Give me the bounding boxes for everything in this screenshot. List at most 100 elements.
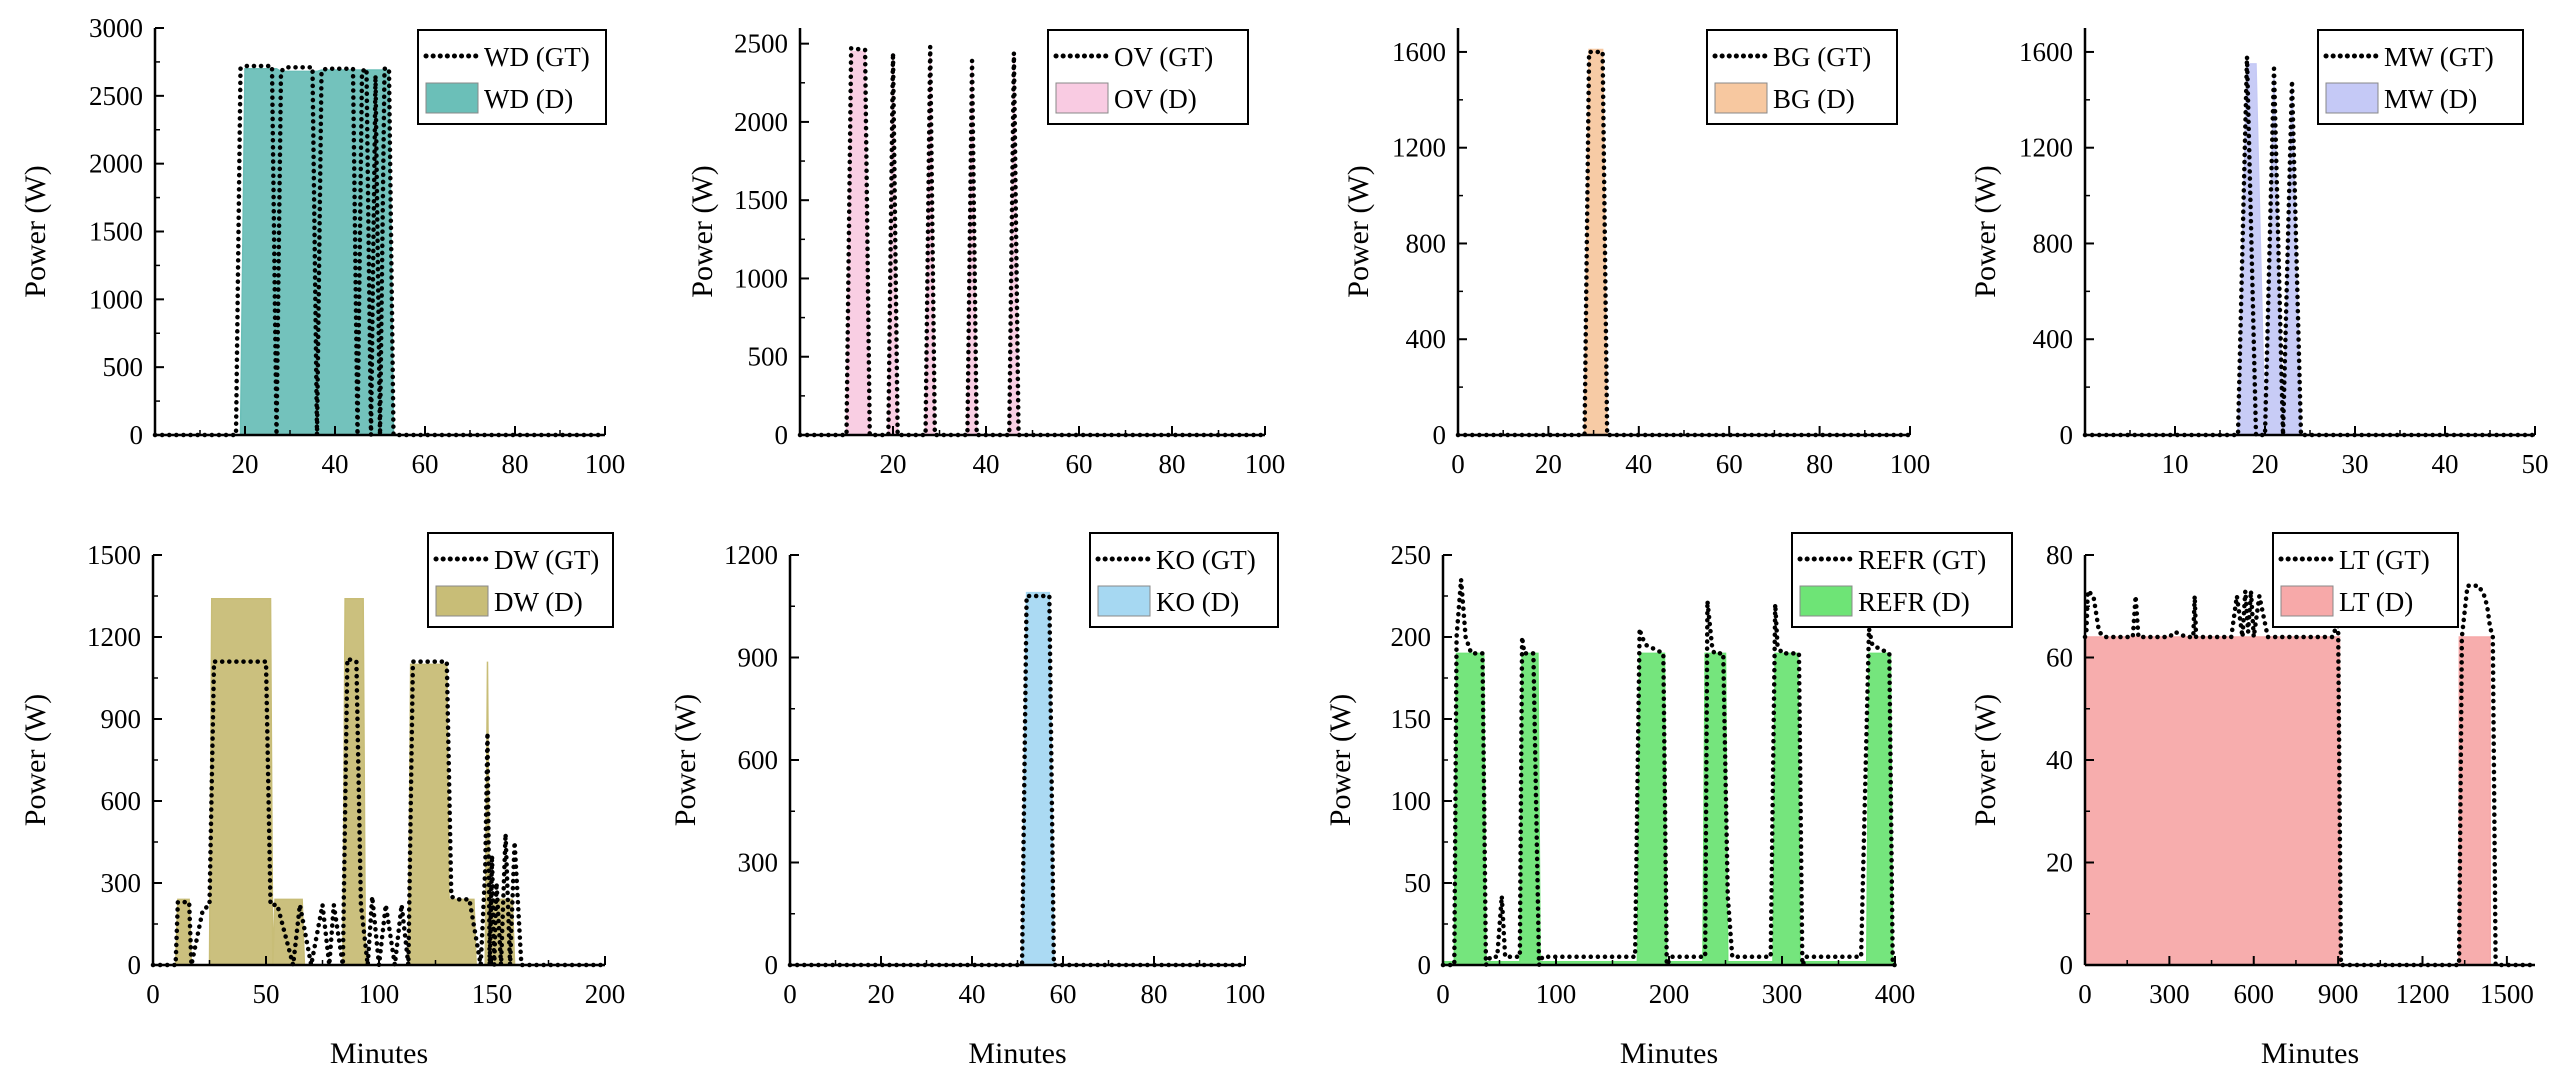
x-axis-title-ko: Minutes bbox=[968, 1037, 1066, 1070]
legend-refr: REFR (GT) REFR (D) bbox=[1791, 532, 2013, 628]
legend-bg: BG (GT) BG (D) bbox=[1706, 29, 1898, 125]
x-tick-label-mw: 20 bbox=[2252, 449, 2279, 479]
legend-label-d-mw: MW (D) bbox=[2384, 84, 2477, 114]
x-tick-label-bg: 80 bbox=[1806, 449, 1833, 479]
y-axis-title-lt: Power (W) bbox=[1969, 694, 2002, 826]
legend-mw: MW (GT) MW (D) bbox=[2317, 29, 2524, 125]
y-tick-label-lt: 0 bbox=[2060, 950, 2074, 980]
x-tick-label-mw: 50 bbox=[2522, 449, 2549, 479]
legend-label-d-ko: KO (D) bbox=[1156, 587, 1239, 617]
y-tick-label-lt: 40 bbox=[2046, 745, 2073, 775]
y-tick-label-lt: 80 bbox=[2046, 540, 2073, 570]
legend-dw: DW (GT) DW (D) bbox=[427, 532, 614, 628]
y-tick-label-bg: 1600 bbox=[1392, 37, 1446, 67]
y-tick-label-dw: 300 bbox=[101, 868, 142, 898]
y-tick-label-wd: 500 bbox=[103, 352, 144, 382]
x-axis-title-dw: Minutes bbox=[330, 1037, 428, 1070]
x-tick-label-wd: 60 bbox=[412, 449, 439, 479]
y-tick-label-wd: 0 bbox=[130, 420, 144, 450]
y-axis-title-refr: Power (W) bbox=[1324, 694, 1357, 826]
y-tick-label-bg: 0 bbox=[1433, 420, 1447, 450]
x-tick-label-lt: 900 bbox=[2318, 979, 2359, 1009]
legend-label-d-refr: REFR (D) bbox=[1858, 587, 1970, 617]
x-tick-label-lt: 1200 bbox=[2396, 979, 2450, 1009]
x-axis-title-lt: Minutes bbox=[2261, 1037, 2359, 1070]
series-line-mw-gt bbox=[2082, 54, 2538, 438]
chart-panel-dw: 0 300 600 900 1200 1500 0 50 100 150 200 Power (W) M… bbox=[19, 532, 625, 1070]
x-tick-label-bg: 60 bbox=[1716, 449, 1743, 479]
x-tick-label-dw: 0 bbox=[146, 979, 160, 1009]
y-tick-label-wd: 2000 bbox=[89, 149, 143, 179]
legend-swatch-d-mw bbox=[2325, 82, 2379, 114]
legend-swatch-d-dw bbox=[435, 585, 489, 617]
y-tick-label-ko: 0 bbox=[765, 950, 779, 980]
y-tick-label-lt: 20 bbox=[2046, 848, 2073, 878]
legend-lt: LT (GT) LT (D) bbox=[2272, 532, 2459, 628]
series-line-wd-gt bbox=[152, 63, 608, 438]
legend-swatch-d-lt bbox=[2280, 585, 2334, 617]
legend-swatch-d-bg bbox=[1714, 82, 1768, 114]
y-tick-label-mw: 1600 bbox=[2019, 37, 2073, 67]
x-tick-label-bg: 0 bbox=[1451, 449, 1465, 479]
y-tick-label-bg: 1200 bbox=[1392, 133, 1446, 163]
x-tick-label-lt: 300 bbox=[2149, 979, 2190, 1009]
x-tick-label-ov: 80 bbox=[1159, 449, 1186, 479]
chart-panel-bg: 0 400 800 1200 1600 0 20 40 60 80 100 Power (W) BG (… bbox=[1342, 28, 1930, 479]
x-tick-label-mw: 10 bbox=[2162, 449, 2189, 479]
y-tick-label-refr: 50 bbox=[1404, 868, 1431, 898]
x-tick-label-ko: 100 bbox=[1225, 979, 1266, 1009]
y-tick-label-dw: 1500 bbox=[87, 540, 141, 570]
x-tick-label-dw: 100 bbox=[359, 979, 400, 1009]
series-line-lt-gt bbox=[2082, 583, 2538, 968]
legend-label-d-ov: OV (D) bbox=[1114, 84, 1197, 114]
x-tick-label-ov: 100 bbox=[1245, 449, 1286, 479]
y-tick-label-lt: 60 bbox=[2046, 643, 2073, 673]
legend-label-gt-bg: BG (GT) bbox=[1773, 42, 1871, 72]
x-tick-label-mw: 30 bbox=[2342, 449, 2369, 479]
legend-label-d-bg: BG (D) bbox=[1773, 84, 1855, 114]
x-tick-label-refr: 300 bbox=[1762, 979, 1803, 1009]
series-line-refr-gt bbox=[1440, 577, 1898, 968]
y-tick-label-refr: 250 bbox=[1391, 540, 1432, 570]
x-tick-label-ko: 20 bbox=[868, 979, 895, 1009]
legend-swatch-d-refr bbox=[1799, 585, 1853, 617]
y-tick-label-refr: 100 bbox=[1391, 786, 1432, 816]
chart-panel-ko: 0 300 600 900 1200 0 20 40 60 80 100 Power (W) Minut… bbox=[669, 532, 1279, 1070]
y-tick-label-wd: 1000 bbox=[89, 284, 143, 314]
y-tick-label-bg: 400 bbox=[1406, 324, 1447, 354]
legend-label-d-wd: WD (D) bbox=[484, 84, 573, 114]
x-tick-label-wd: 100 bbox=[585, 449, 626, 479]
x-tick-label-ov: 20 bbox=[880, 449, 907, 479]
legend-swatch-d-ko bbox=[1097, 585, 1151, 617]
legend-swatch-d-ov bbox=[1055, 82, 1109, 114]
legend-label-gt-refr: REFR (GT) bbox=[1858, 545, 1986, 575]
y-tick-label-refr: 0 bbox=[1418, 950, 1432, 980]
y-axis-title-wd: Power (W) bbox=[19, 165, 52, 297]
y-tick-label-ko: 600 bbox=[738, 745, 779, 775]
y-tick-label-ko: 300 bbox=[738, 848, 779, 878]
y-tick-label-dw: 900 bbox=[101, 704, 142, 734]
y-tick-label-wd: 1500 bbox=[89, 217, 143, 247]
y-tick-label-ov: 0 bbox=[775, 420, 789, 450]
x-tick-label-refr: 400 bbox=[1875, 979, 1916, 1009]
x-tick-label-mw: 40 bbox=[2432, 449, 2459, 479]
y-tick-label-ko: 900 bbox=[738, 643, 779, 673]
y-tick-label-wd: 2500 bbox=[89, 81, 143, 111]
y-tick-label-ov: 1000 bbox=[734, 263, 788, 293]
y-tick-label-mw: 1200 bbox=[2019, 133, 2073, 163]
x-tick-label-bg: 40 bbox=[1625, 449, 1652, 479]
legend-ov: OV (GT) OV (D) bbox=[1047, 29, 1249, 125]
x-tick-label-lt: 0 bbox=[2078, 979, 2092, 1009]
x-tick-label-bg: 20 bbox=[1535, 449, 1562, 479]
series-line-ov-gt bbox=[797, 44, 1268, 438]
chart-panel-wd: 0 500 1000 1500 2000 2500 3000 20 40 60 80 100 Power… bbox=[19, 13, 625, 479]
y-axis-title-ko: Power (W) bbox=[669, 694, 702, 826]
chart-panel-refr: 0 50 100 150 200 250 0 100 200 300 400 Power (W) Min… bbox=[1324, 532, 2013, 1070]
x-axis-title-refr: Minutes bbox=[1620, 1037, 1718, 1070]
y-tick-label-ov: 1500 bbox=[734, 185, 788, 215]
y-tick-label-dw: 0 bbox=[128, 950, 142, 980]
y-tick-label-mw: 0 bbox=[2060, 420, 2074, 450]
x-tick-label-lt: 600 bbox=[2234, 979, 2275, 1009]
x-tick-label-dw: 150 bbox=[472, 979, 513, 1009]
x-tick-label-ko: 0 bbox=[783, 979, 797, 1009]
